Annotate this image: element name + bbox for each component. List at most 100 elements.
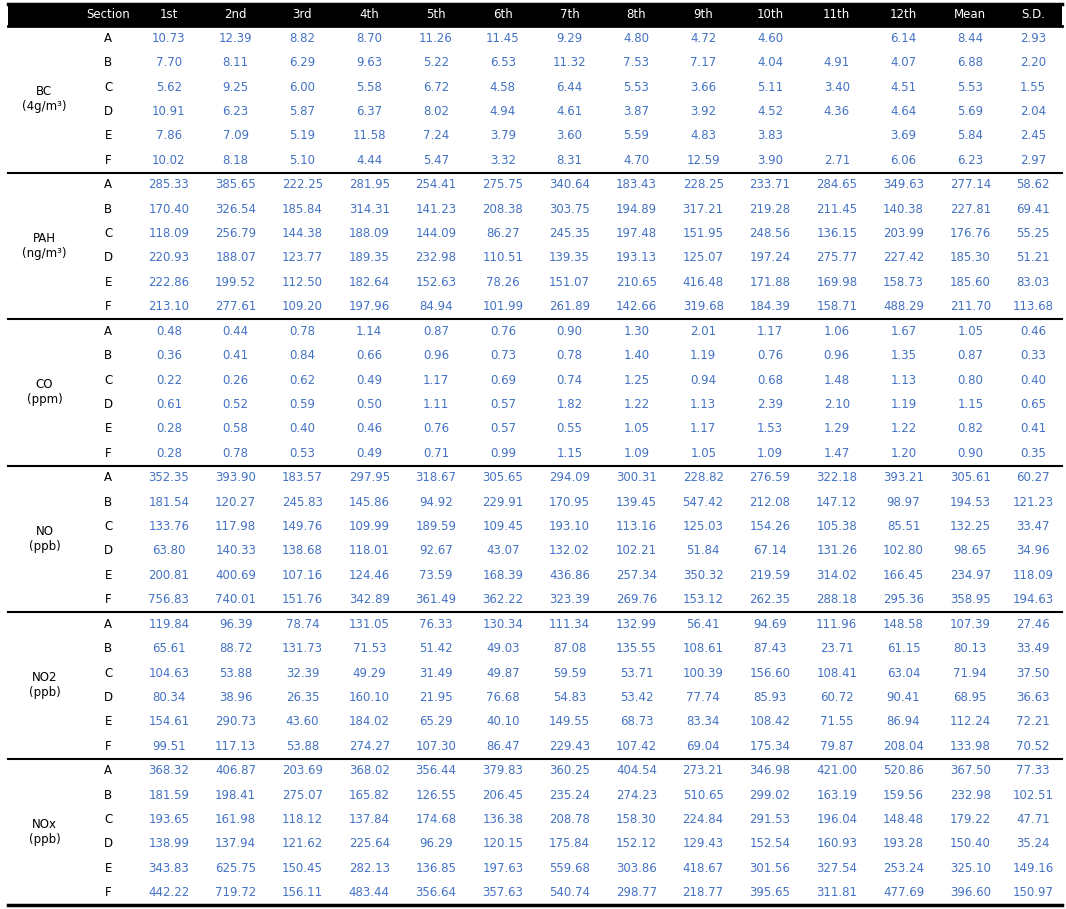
Text: 169.98: 169.98 bbox=[817, 275, 857, 289]
Text: 0.76: 0.76 bbox=[489, 325, 516, 338]
Text: 185.84: 185.84 bbox=[282, 203, 323, 215]
Text: 135.55: 135.55 bbox=[616, 642, 657, 655]
Text: 0.66: 0.66 bbox=[356, 349, 383, 362]
Text: 117.13: 117.13 bbox=[215, 740, 256, 753]
Text: 520.86: 520.86 bbox=[883, 764, 924, 777]
Text: 71.53: 71.53 bbox=[353, 642, 386, 655]
Text: 56.41: 56.41 bbox=[687, 618, 720, 631]
Text: 188.07: 188.07 bbox=[215, 252, 256, 265]
Text: 193.13: 193.13 bbox=[616, 252, 657, 265]
Text: 5.84: 5.84 bbox=[957, 129, 983, 143]
Text: 303.86: 303.86 bbox=[616, 862, 657, 874]
Text: 0.41: 0.41 bbox=[1020, 423, 1046, 435]
Text: 68.95: 68.95 bbox=[954, 691, 987, 704]
Text: 5.10: 5.10 bbox=[290, 154, 316, 166]
Text: 53.88: 53.88 bbox=[219, 666, 253, 680]
Text: 193.65: 193.65 bbox=[148, 813, 190, 826]
Text: 318.67: 318.67 bbox=[416, 471, 456, 484]
Text: 102.51: 102.51 bbox=[1013, 789, 1053, 802]
Text: 100.39: 100.39 bbox=[682, 666, 724, 680]
Text: 1.47: 1.47 bbox=[824, 447, 850, 460]
Text: 290.73: 290.73 bbox=[215, 715, 256, 728]
Text: 65.29: 65.29 bbox=[419, 715, 453, 728]
Text: 132.25: 132.25 bbox=[950, 520, 990, 533]
Text: 299.02: 299.02 bbox=[749, 789, 791, 802]
Text: 0.78: 0.78 bbox=[223, 447, 248, 460]
Text: 11.58: 11.58 bbox=[353, 129, 386, 143]
Text: 130.34: 130.34 bbox=[483, 618, 523, 631]
Text: 161.98: 161.98 bbox=[215, 813, 256, 826]
Text: 149.55: 149.55 bbox=[549, 715, 591, 728]
Text: 78.74: 78.74 bbox=[286, 618, 320, 631]
Text: 305.61: 305.61 bbox=[950, 471, 990, 484]
Text: C: C bbox=[104, 374, 112, 386]
Text: 168.39: 168.39 bbox=[482, 569, 523, 582]
Text: 1.22: 1.22 bbox=[890, 423, 917, 435]
Text: NO
(ppb): NO (ppb) bbox=[29, 524, 61, 553]
Text: 0.46: 0.46 bbox=[356, 423, 383, 435]
Text: 4th: 4th bbox=[359, 8, 379, 22]
Text: 357.63: 357.63 bbox=[483, 886, 523, 899]
Text: 105.38: 105.38 bbox=[817, 520, 857, 533]
Text: 3.32: 3.32 bbox=[489, 154, 516, 166]
Text: 153.12: 153.12 bbox=[682, 594, 724, 606]
Text: 139.45: 139.45 bbox=[616, 495, 657, 509]
Text: 54.83: 54.83 bbox=[553, 691, 586, 704]
Text: 232.98: 232.98 bbox=[950, 789, 990, 802]
Text: E: E bbox=[104, 715, 112, 728]
Text: 2.01: 2.01 bbox=[690, 325, 716, 338]
Text: 12th: 12th bbox=[890, 8, 917, 22]
Text: 188.09: 188.09 bbox=[349, 227, 390, 240]
Text: 1.13: 1.13 bbox=[690, 398, 716, 411]
Text: 300.31: 300.31 bbox=[616, 471, 657, 484]
Text: 367.50: 367.50 bbox=[950, 764, 990, 777]
Text: 1.05: 1.05 bbox=[624, 423, 649, 435]
Text: 86.27: 86.27 bbox=[486, 227, 519, 240]
Text: B: B bbox=[104, 789, 112, 802]
Text: 10.73: 10.73 bbox=[152, 32, 185, 45]
Text: 6.23: 6.23 bbox=[223, 105, 248, 118]
Text: 171.88: 171.88 bbox=[749, 275, 791, 289]
Text: 203.99: 203.99 bbox=[883, 227, 924, 240]
Text: 80.34: 80.34 bbox=[152, 691, 185, 704]
Text: 104.63: 104.63 bbox=[148, 666, 190, 680]
Text: 32.39: 32.39 bbox=[286, 666, 319, 680]
Text: 99.51: 99.51 bbox=[152, 740, 185, 753]
Text: C: C bbox=[104, 227, 112, 240]
Text: 160.93: 160.93 bbox=[817, 837, 857, 851]
Text: 4.04: 4.04 bbox=[757, 56, 784, 69]
Text: 343.83: 343.83 bbox=[148, 862, 190, 874]
Text: 0.71: 0.71 bbox=[423, 447, 449, 460]
Text: 0.80: 0.80 bbox=[957, 374, 983, 386]
Text: 277.14: 277.14 bbox=[950, 178, 991, 191]
Text: 297.95: 297.95 bbox=[349, 471, 390, 484]
Text: 35.24: 35.24 bbox=[1016, 837, 1050, 851]
Text: 60.72: 60.72 bbox=[820, 691, 854, 704]
Text: 83.03: 83.03 bbox=[1016, 275, 1050, 289]
Text: 43.60: 43.60 bbox=[286, 715, 319, 728]
Text: 282.13: 282.13 bbox=[349, 862, 390, 874]
Text: 200.81: 200.81 bbox=[148, 569, 190, 582]
Text: 148.48: 148.48 bbox=[883, 813, 924, 826]
Text: 0.52: 0.52 bbox=[223, 398, 248, 411]
Text: 5.87: 5.87 bbox=[290, 105, 316, 118]
Text: 137.94: 137.94 bbox=[215, 837, 256, 851]
Text: 108.61: 108.61 bbox=[682, 642, 724, 655]
Text: 80.13: 80.13 bbox=[954, 642, 987, 655]
Text: 7.09: 7.09 bbox=[223, 129, 248, 143]
Text: 197.48: 197.48 bbox=[616, 227, 657, 240]
Text: 86.94: 86.94 bbox=[887, 715, 920, 728]
Text: 59.59: 59.59 bbox=[553, 666, 586, 680]
Text: 0.40: 0.40 bbox=[290, 423, 316, 435]
Text: 151.07: 151.07 bbox=[549, 275, 591, 289]
Text: 21.95: 21.95 bbox=[419, 691, 453, 704]
Text: A: A bbox=[104, 325, 112, 338]
Text: 262.35: 262.35 bbox=[749, 594, 791, 606]
Text: 253.24: 253.24 bbox=[883, 862, 924, 874]
Text: 152.54: 152.54 bbox=[749, 837, 791, 851]
Text: 0.90: 0.90 bbox=[957, 447, 983, 460]
Text: 1.25: 1.25 bbox=[624, 374, 649, 386]
Text: 303.75: 303.75 bbox=[549, 203, 589, 215]
Text: 1.20: 1.20 bbox=[890, 447, 917, 460]
Text: 4.61: 4.61 bbox=[556, 105, 583, 118]
